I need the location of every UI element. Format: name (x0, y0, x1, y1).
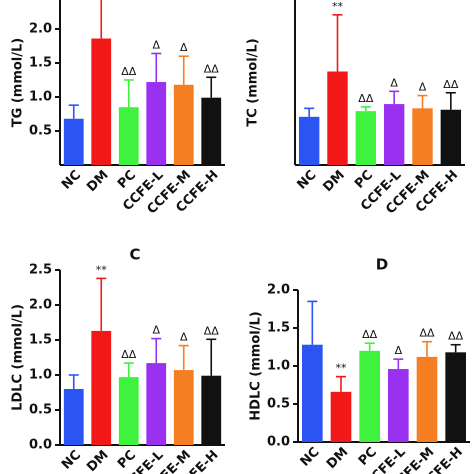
bar (118, 107, 139, 165)
bar (63, 118, 84, 165)
y-axis-label: LDLC (mmol/L) (11, 304, 26, 411)
bar (298, 116, 320, 165)
x-tick-label: DM (320, 168, 347, 195)
significance-label: ΔΔ (448, 330, 464, 343)
y-tick-label: 0.0 (29, 438, 52, 453)
bar (118, 377, 139, 445)
significance-label: Δ (152, 38, 160, 51)
bar (416, 356, 438, 442)
significance-label: Δ (390, 76, 398, 89)
significance-label: ΔΔ (121, 348, 137, 361)
bar (201, 97, 222, 165)
y-tick-label: 0.5 (29, 124, 52, 139)
y-tick-label: 2.0 (267, 283, 290, 298)
y-tick-label: 0.0 (267, 435, 290, 450)
y-tick-label: 0.5 (267, 397, 290, 412)
bar (91, 330, 112, 445)
significance-label: Δ (180, 41, 188, 54)
bar (173, 84, 194, 165)
significance-label: ΔΔ (362, 328, 378, 341)
y-tick-label: 1.5 (29, 333, 52, 348)
y-axis-label: TG (mmol/L) (11, 38, 26, 127)
bar (91, 38, 112, 165)
y-axis-label: TC (mmol/L) (246, 38, 261, 126)
bar (327, 71, 348, 165)
x-tick-label: NC (59, 168, 84, 193)
bar (302, 344, 323, 442)
x-tick-label: NC (59, 448, 84, 473)
significance-label: ΔΔ (358, 92, 374, 105)
significance-label: ΔΔ (204, 62, 220, 75)
x-tick-label: NC (294, 168, 319, 193)
x-tick-label: DM (84, 168, 111, 195)
panel-title: C (129, 246, 140, 264)
significance-label: Δ (395, 344, 403, 357)
y-axis-label: HDLC (mmol/L) (249, 311, 264, 420)
y-tick-label: 2.0 (29, 22, 52, 37)
bar (146, 363, 167, 445)
bar (201, 375, 222, 445)
y-tick-label: 1.5 (267, 321, 290, 336)
significance-label: ΔΔ (121, 65, 137, 78)
y-tick-label: 1.0 (29, 368, 52, 383)
bar (388, 369, 409, 442)
significance-label: Δ (419, 81, 427, 94)
y-tick-label: 1.0 (29, 90, 52, 105)
y-tick-label: 2.0 (29, 298, 52, 313)
significance-label: Δ (180, 331, 188, 344)
bar (383, 104, 405, 165)
y-tick-label: 1.0 (267, 359, 290, 374)
x-tick-label: DM (84, 448, 111, 474)
significance-label: Δ (152, 324, 160, 337)
bar (173, 370, 194, 445)
significance-label: ΔΔ (443, 78, 459, 91)
y-tick-label: 1.5 (29, 56, 52, 71)
bar (445, 352, 466, 442)
significance-label: ΔΔ (419, 327, 435, 340)
bar (412, 108, 433, 165)
bar (440, 109, 462, 165)
significance-label: ** (332, 0, 344, 13)
bar (330, 391, 352, 442)
significance-label: ** (336, 362, 348, 375)
y-tick-label: 0.5 (29, 403, 52, 418)
panel-title: D (376, 256, 388, 274)
bar (359, 350, 380, 442)
bar (355, 111, 377, 165)
y-tick-label: 2.5 (29, 263, 52, 278)
x-tick-label: NC (298, 445, 323, 470)
bar (63, 389, 84, 445)
significance-label: ΔΔ (204, 324, 220, 337)
x-tick-label: DM (324, 445, 351, 472)
bar (146, 82, 167, 165)
significance-label: ** (96, 263, 108, 276)
